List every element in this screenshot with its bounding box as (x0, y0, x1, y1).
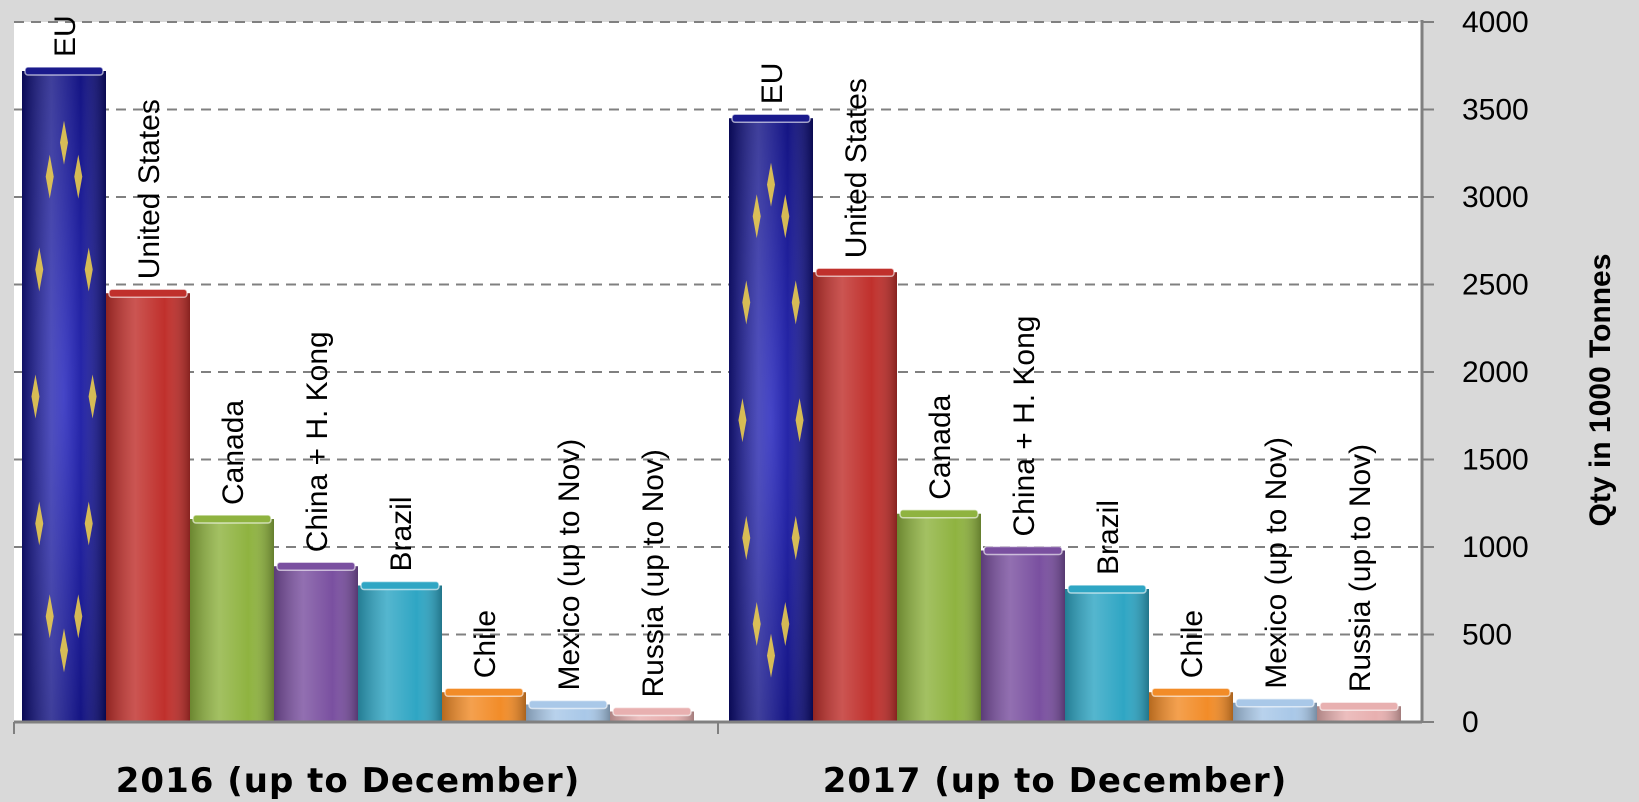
bar-shading (897, 513, 981, 722)
bar-shading (1233, 702, 1317, 722)
eu-star (767, 162, 775, 207)
y-axis-title: Qty in 1000 Tonnes (1584, 254, 1617, 527)
group-label: 2017 (up to December) (823, 761, 1287, 801)
eu-star (752, 194, 761, 239)
eu-star (45, 594, 54, 639)
eu-star (752, 602, 761, 647)
bar-cap (899, 509, 979, 519)
bar-category-label: Brazil (1092, 500, 1125, 575)
bar-category-label: Canada (924, 394, 957, 499)
bar-shading (106, 293, 190, 722)
bar-shading (190, 519, 274, 722)
bar-shading (274, 566, 358, 722)
bar-category-label: Russia (up to Nov) (1344, 444, 1377, 692)
bar-cap (612, 706, 692, 717)
axes (13, 20, 1434, 734)
bar-category-label: Mexico (up to Nov) (553, 439, 586, 691)
group-label: 2016 (up to December) (116, 761, 580, 801)
y-tick-label: 1500 (1462, 444, 1529, 477)
bar-cap (1319, 701, 1399, 711)
bar-cap (360, 580, 440, 591)
eu-star (74, 594, 83, 639)
bar-category-label: EU (756, 63, 789, 105)
eu-star (767, 633, 775, 678)
bar-cap (108, 288, 188, 298)
labels: 0 500 1000 1500 2000 2500 3000 3500 4000 Qty in 1… (49, 6, 1617, 801)
bar-cap (528, 699, 608, 710)
y-tick-label: 1000 (1462, 531, 1529, 564)
eu-star (781, 194, 790, 239)
y-tick-label: 0 (1462, 706, 1479, 739)
bar-cap (276, 561, 356, 571)
bar-category-label: United States (133, 99, 166, 279)
eu-star (795, 398, 804, 443)
eu-star (738, 398, 747, 443)
bar-shading (358, 585, 442, 722)
eu-star (45, 154, 54, 199)
bar-category-label: China + H. Kong (301, 331, 334, 552)
bar-category-label: Canada (217, 400, 250, 505)
bar-category-label: Chile (469, 610, 502, 678)
bar-category-label: EU (49, 15, 82, 57)
bar-cap (192, 514, 272, 524)
bar-shading (981, 550, 1065, 722)
y-tick-label: 3500 (1462, 94, 1529, 127)
eu-star (74, 154, 83, 199)
bar-category-label: Chile (1176, 610, 1209, 678)
eu-star (84, 247, 93, 292)
y-tick-label: 2000 (1462, 356, 1529, 389)
y-tick-label: 2500 (1462, 269, 1529, 302)
bar-cap (1151, 687, 1231, 697)
bars (22, 66, 1401, 722)
eu-star (35, 247, 44, 292)
eu-star (742, 515, 751, 560)
eu-star (791, 280, 800, 325)
bar-shading (610, 711, 694, 722)
bar-shading (442, 692, 526, 722)
bar-cap (444, 687, 524, 697)
bar-cap (1067, 584, 1147, 594)
eu-star (791, 515, 800, 560)
bar-shading (1149, 692, 1233, 722)
bar-cap (815, 267, 895, 277)
bar-category-label: Russia (up to Nov) (637, 449, 670, 697)
eu-star (35, 501, 44, 546)
bar-category-label: Brazil (385, 496, 418, 571)
eu-star (60, 120, 68, 165)
y-tick-label: 4000 (1462, 6, 1529, 39)
bar-category-label: China + H. Kong (1008, 316, 1041, 537)
bar-category-label: United States (840, 78, 873, 258)
bar-cap (24, 66, 104, 76)
y-tick-label: 500 (1462, 619, 1512, 652)
eu-star (31, 374, 40, 419)
eu-star (84, 501, 93, 546)
bar-category-label: Mexico (up to Nov) (1260, 437, 1293, 689)
bar-shading (813, 272, 897, 722)
y-tick-label: 3000 (1462, 181, 1529, 214)
eu-star (88, 374, 97, 419)
bar-cap (983, 545, 1063, 556)
eu-star (60, 628, 68, 673)
eu-star (742, 280, 751, 325)
bar-cap (1235, 698, 1315, 708)
bar-cap (731, 113, 811, 123)
bar-shading (1065, 589, 1149, 722)
eu-star (781, 602, 790, 647)
gridlines (14, 21, 1422, 636)
